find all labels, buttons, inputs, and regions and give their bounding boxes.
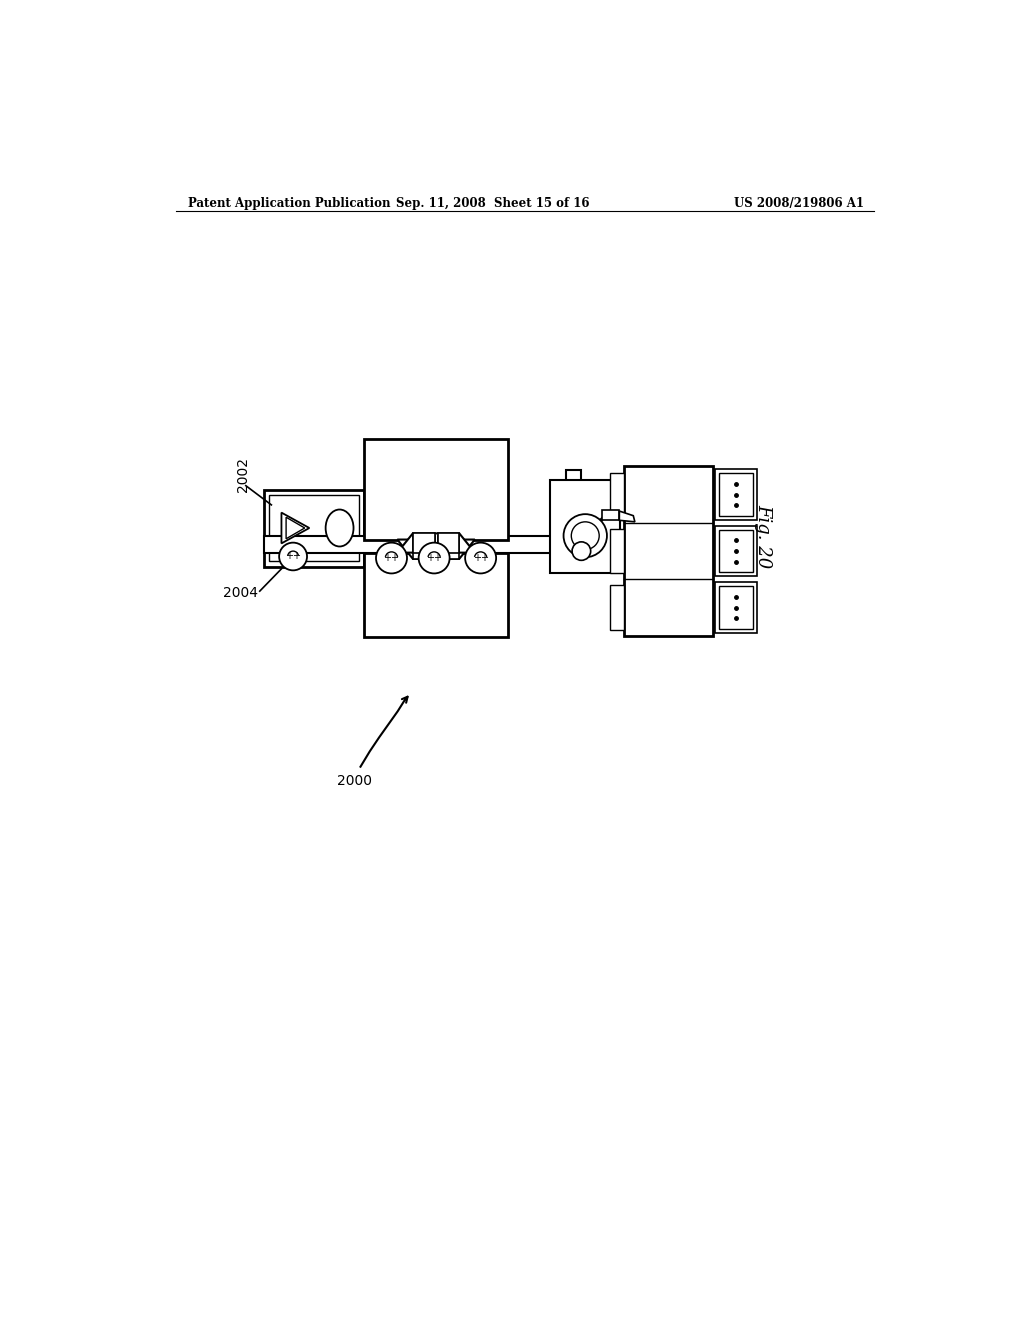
Circle shape [465,543,496,573]
Bar [413,536,434,558]
Bar [269,495,359,561]
Polygon shape [397,540,475,558]
Text: US 2008/219806 A1: US 2008/219806 A1 [734,197,864,210]
Bar [602,510,620,520]
Circle shape [572,541,591,560]
Bar [719,529,754,573]
Text: Fig. 20: Fig. 20 [755,503,772,568]
Text: ++: ++ [285,552,301,561]
Polygon shape [282,512,309,544]
Bar [437,533,460,553]
Circle shape [571,521,599,549]
Bar [610,529,624,573]
Text: 2000: 2000 [337,775,372,788]
Text: Patent Application Publication: Patent Application Publication [188,197,391,210]
Text: 2004: 2004 [223,586,258,601]
Bar [715,470,758,520]
Bar [610,473,624,516]
Bar [719,474,754,516]
Text: ++: ++ [473,553,488,564]
Circle shape [280,543,307,570]
Text: Sep. 11, 2008  Sheet 15 of 16: Sep. 11, 2008 Sheet 15 of 16 [395,197,589,210]
Bar [437,536,460,558]
Text: ++: ++ [384,553,399,564]
Bar [624,466,713,636]
Circle shape [563,515,607,557]
Bar [715,525,758,577]
Polygon shape [397,533,475,553]
Bar [719,586,754,628]
Bar [610,586,624,630]
Bar [550,480,621,573]
Bar [413,533,434,553]
Bar [566,470,582,570]
Circle shape [376,543,407,573]
Bar [365,440,508,540]
Bar [263,490,365,566]
Polygon shape [620,511,635,521]
Circle shape [419,543,450,573]
Polygon shape [286,517,305,539]
Bar [263,536,624,553]
Text: ++: ++ [426,553,442,564]
Text: 2002: 2002 [236,457,250,491]
Bar [715,582,758,632]
Bar [365,553,508,638]
Ellipse shape [326,510,353,546]
